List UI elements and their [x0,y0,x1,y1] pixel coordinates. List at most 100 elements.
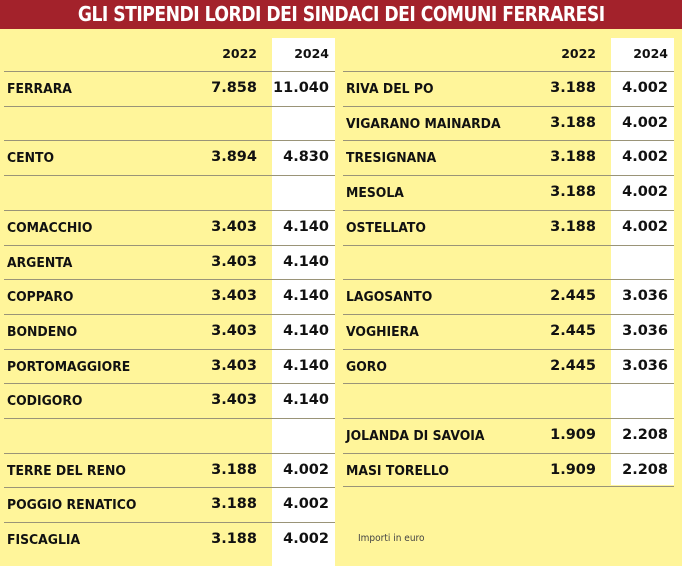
table-header: 2022 2024 [4,38,335,71]
table-row: TRESIGNANA 3.188 4.002 [343,140,674,175]
table-row: MASI TORELLO 1.909 2.208 [343,452,674,488]
salary-2024: 4.830 [283,149,329,166]
municipality-name: COMACCHIO [7,219,93,236]
salary-2022: 2.445 [550,322,596,339]
salary-2024: 2.208 [622,461,668,478]
table-row-spacer [343,383,674,418]
table-row: COPPARO 3.403 4.140 [4,279,335,314]
salary-2024: 2.208 [622,427,668,443]
municipality-name: PORTOMAGGIORE [7,358,131,375]
highlight-column-2024 [272,38,335,566]
municipality-name: CENTO [7,150,55,167]
municipality-name: MASI TORELLO [346,462,449,479]
salary-2022: 3.188 [211,531,257,548]
salary-2024: 4.140 [283,357,329,374]
currency-note: Importi in euro [358,533,425,544]
col-2024-header: 2024 [294,46,329,61]
municipality-name: POGGIO RENATICO [7,497,137,514]
page-title: GLI STIPENDI LORDI DEI SINDACI DEI COMUN… [77,2,605,26]
salary-2024: 4.140 [283,253,329,270]
table-row: LAGOSANTO 2.445 3.036 [343,279,674,314]
highlight-column-2024 [611,38,674,485]
municipality-name: MESOLA [346,185,404,202]
salary-2024: 3.036 [622,288,668,305]
table-row-spacer [4,175,335,210]
table-row: COMACCHIO 3.403 4.140 [4,209,335,245]
salary-2024: 3.036 [622,357,668,374]
salary-2024: 4.002 [622,218,668,235]
municipality-name: JOLANDA DI SAVOIA [346,428,485,444]
municipality-name: COPPARO [7,289,74,306]
salary-2022: 3.188 [550,218,596,235]
salary-2022: 3.188 [211,461,257,478]
salary-2024: 4.002 [622,149,668,166]
salary-2022: 3.188 [550,80,596,96]
municipality-name: LAGOSANTO [346,289,433,306]
salary-2024: 4.140 [283,288,329,305]
salary-2022: 3.403 [211,392,257,409]
salary-2024: 4.002 [283,461,329,478]
salary-2022: 3.403 [211,357,257,374]
municipality-name: OSTELLATO [346,219,426,236]
table-row: BONDENO 3.403 4.140 [4,313,335,349]
salary-2024: 3.036 [622,322,668,339]
municipality-name: ARGENTA [7,254,73,271]
table-row: ARGENTA 3.403 4.140 [4,244,335,280]
salary-2024: 4.002 [283,496,329,513]
salary-2024: 4.002 [283,531,329,548]
salary-2022: 2.445 [550,357,596,374]
municipality-name: FISCAGLIA [7,532,81,549]
salary-2024: 4.140 [283,392,329,409]
table-row: POGGIO RENATICO 3.188 4.002 [4,487,335,522]
salary-2022: 3.403 [211,253,257,270]
salary-2024: 4.002 [622,184,668,201]
municipality-name: CODIGORO [7,393,83,410]
table-row: OSTELLATO 3.188 4.002 [343,209,674,245]
table-row: TERRE DEL RENO 3.188 4.002 [4,452,335,488]
municipality-name: RIVA DEL PO [346,81,434,97]
table-row-spacer [4,418,335,453]
municipality-name: GORO [346,358,387,375]
salary-2024: 11.040 [273,80,329,96]
salary-2024: 4.140 [283,322,329,339]
salary-2022: 2.445 [550,288,596,305]
municipality-name: VOGHIERA [346,323,419,340]
salary-2022: 3.188 [211,496,257,513]
table-row-spacer [343,244,674,280]
table-row: GORO 2.445 3.036 [343,348,674,384]
salary-2022: 3.894 [211,149,257,166]
salary-2022: 3.188 [550,184,596,201]
salary-2024: 4.002 [622,80,668,96]
salary-2022: 3.403 [211,322,257,339]
table-row: VOGHIERA 2.445 3.036 [343,313,674,349]
table-row-spacer [4,105,335,141]
title-bar: GLI STIPENDI LORDI DEI SINDACI DEI COMUN… [0,0,682,29]
table-row: JOLANDA DI SAVOIA 1.909 2.208 [343,418,674,453]
table-row: CODIGORO 3.403 4.140 [4,383,335,418]
salary-2022: 7.858 [211,80,257,96]
table-row: CENTO 3.894 4.830 [4,140,335,175]
table-row: PORTOMAGGIORE 3.403 4.140 [4,348,335,384]
table-header: 2022 2024 [343,38,674,71]
table-row: FERRARA 7.858 11.040 [4,71,335,106]
table-row: VIGARANO MAINARDA 3.188 4.002 [343,105,674,141]
salary-2022: 1.909 [550,427,596,443]
salary-2024: 4.140 [283,218,329,235]
table-row: FISCAGLIA 3.188 4.002 [4,522,335,557]
col-2024-header: 2024 [633,46,668,61]
table-row: RIVA DEL PO 3.188 4.002 [343,71,674,106]
municipality-name: TRESIGNANA [346,150,437,167]
salary-2022: 3.188 [550,149,596,166]
municipality-name: VIGARANO MAINARDA [346,115,501,132]
salary-2022: 3.188 [550,114,596,131]
col-2022-header: 2022 [561,46,596,61]
salary-2022: 1.909 [550,461,596,478]
table-row: MESOLA 3.188 4.002 [343,175,674,210]
salary-2022: 3.403 [211,288,257,305]
col-2022-header: 2022 [222,46,257,61]
municipality-name: FERRARA [7,81,72,97]
municipality-name: BONDENO [7,323,78,340]
salary-2022: 3.403 [211,218,257,235]
salary-2024: 4.002 [622,114,668,131]
municipality-name: TERRE DEL RENO [7,462,126,479]
